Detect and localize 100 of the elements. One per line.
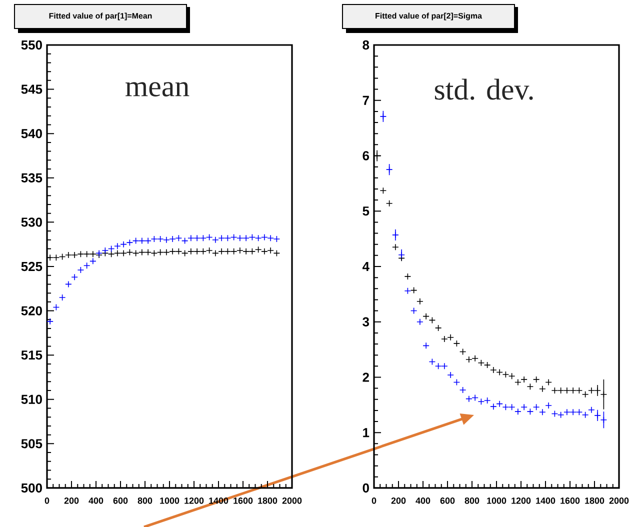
y-tick-label: 5 xyxy=(362,206,370,216)
point xyxy=(576,387,583,394)
point xyxy=(132,237,140,244)
point xyxy=(77,250,84,258)
x-tick-label: 200 xyxy=(64,498,79,504)
point xyxy=(138,237,146,244)
point xyxy=(564,408,570,416)
x-tick-label: 1200 xyxy=(512,498,531,504)
point xyxy=(206,234,213,241)
point xyxy=(496,368,503,376)
x-tick-label: 400 xyxy=(88,498,104,504)
y-tick-label: 525 xyxy=(21,262,42,272)
point xyxy=(532,376,540,383)
point xyxy=(46,318,54,325)
x-tick-label: 1800 xyxy=(585,498,604,504)
x-tick-label: 1400 xyxy=(536,498,556,504)
y-tick-label: 520 xyxy=(21,306,42,316)
point xyxy=(459,348,466,356)
point xyxy=(520,404,528,411)
point xyxy=(108,250,115,258)
point xyxy=(502,404,510,411)
y-tick-label: 505 xyxy=(21,439,42,448)
point xyxy=(267,247,274,254)
point xyxy=(502,371,510,378)
y-tick-label: 3 xyxy=(362,317,370,326)
point xyxy=(392,232,399,238)
point xyxy=(545,402,552,409)
point xyxy=(156,236,164,242)
point xyxy=(248,248,256,255)
x-tick-label: 200 xyxy=(391,498,406,504)
point xyxy=(126,248,134,256)
point xyxy=(600,391,608,398)
point xyxy=(126,239,134,246)
point xyxy=(65,280,72,288)
point xyxy=(114,242,121,250)
point xyxy=(478,359,485,366)
point xyxy=(236,234,244,242)
point xyxy=(496,400,503,408)
y-tick-label: 4 xyxy=(362,262,370,271)
point xyxy=(447,372,454,378)
point xyxy=(188,234,194,242)
point xyxy=(273,236,280,242)
point xyxy=(557,411,564,418)
point xyxy=(526,408,534,415)
point xyxy=(490,403,497,410)
point xyxy=(169,236,176,242)
x-tick-label: 600 xyxy=(440,498,455,504)
point xyxy=(52,304,60,311)
point xyxy=(83,262,90,269)
point xyxy=(120,250,127,257)
point xyxy=(52,254,60,262)
y-tick-label: 530 xyxy=(21,218,42,227)
x-tick-label: 800 xyxy=(464,498,480,504)
y-tick-label: 550 xyxy=(21,40,42,50)
x-tick-label: 800 xyxy=(138,498,152,504)
point xyxy=(374,152,380,160)
point xyxy=(514,378,522,386)
point xyxy=(175,234,182,242)
point xyxy=(508,404,516,411)
point xyxy=(194,234,200,242)
point xyxy=(570,408,576,416)
point xyxy=(564,387,570,394)
point xyxy=(514,408,522,415)
point xyxy=(65,252,72,258)
point xyxy=(472,394,478,402)
annotation: std. dev. xyxy=(434,78,533,100)
point xyxy=(108,245,115,252)
point xyxy=(545,378,552,386)
point xyxy=(150,250,158,257)
point xyxy=(144,248,152,256)
x-tick-label: 1000 xyxy=(160,498,180,504)
point xyxy=(484,397,491,404)
point xyxy=(254,246,262,254)
point xyxy=(90,258,96,265)
point xyxy=(447,334,454,341)
point xyxy=(261,234,268,241)
point xyxy=(248,234,256,241)
y-tick-label: 540 xyxy=(21,129,42,138)
point xyxy=(526,383,534,390)
x-tick-label: 1800 xyxy=(258,498,278,504)
y-tick-label: 515 xyxy=(21,350,42,360)
point xyxy=(181,237,188,244)
point xyxy=(582,391,589,398)
x-tick-label: 1000 xyxy=(487,498,506,504)
point xyxy=(242,234,250,242)
point xyxy=(181,250,188,257)
y-tick-label: 535 xyxy=(21,173,42,182)
x-tick-label: 0 xyxy=(44,498,50,504)
x-tick-label: 1200 xyxy=(184,498,204,504)
point xyxy=(386,166,393,173)
point xyxy=(77,266,84,274)
point xyxy=(466,395,472,402)
x-tick-label: 600 xyxy=(113,498,128,504)
y-tick-label: 0 xyxy=(362,483,369,493)
point xyxy=(410,286,418,294)
point xyxy=(490,366,497,374)
point xyxy=(582,411,589,418)
point xyxy=(570,387,576,394)
point xyxy=(508,372,516,380)
y-tick-label: 500 xyxy=(21,483,42,493)
